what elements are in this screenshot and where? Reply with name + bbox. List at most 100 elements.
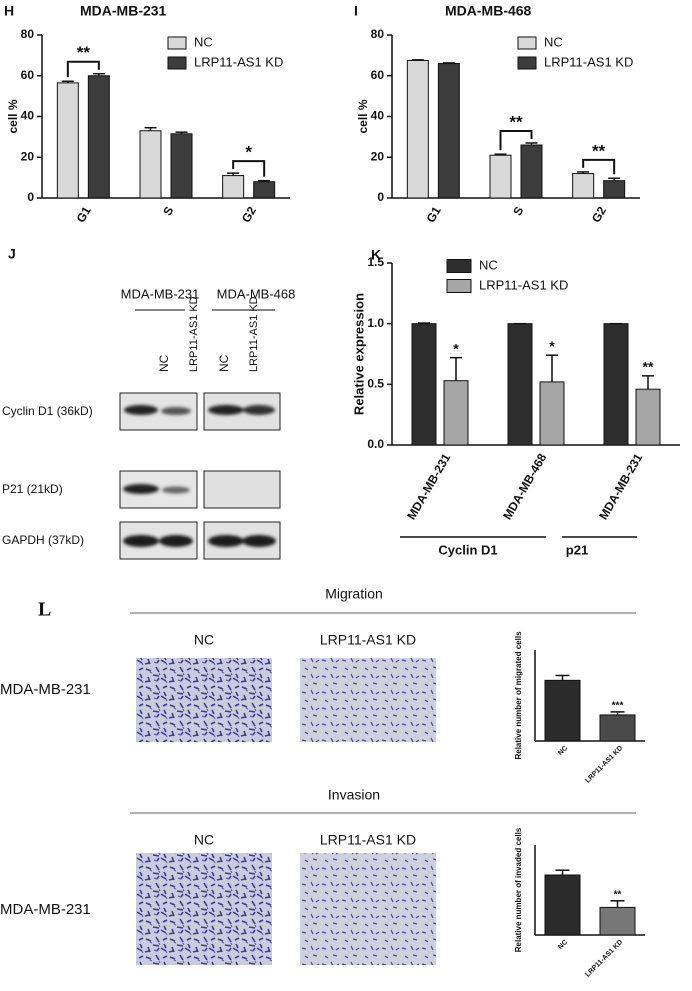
bar	[437, 63, 460, 199]
column-label: LRP11-AS1 KD	[320, 632, 416, 648]
micrograph	[300, 658, 436, 742]
panel-letter: J	[8, 246, 16, 262]
bar	[406, 59, 429, 199]
y-tick-label: 60	[21, 68, 35, 82]
bar	[520, 144, 543, 199]
y-tick-label: 20	[21, 149, 35, 163]
significance: **	[643, 359, 654, 375]
x-tick-label: LRP11-AS1 KD	[584, 939, 624, 979]
x-tick-label: S	[510, 204, 526, 218]
significance-bracket	[66, 60, 100, 78]
y-tick-label: 60	[371, 68, 385, 82]
significance: **	[77, 43, 91, 62]
chart-title: MDA-MB-231	[80, 3, 167, 19]
y-tick-label: 20	[371, 149, 385, 163]
bar	[222, 175, 245, 199]
x-tick-label: S	[160, 204, 176, 218]
bar	[170, 133, 193, 199]
significance: *	[549, 338, 555, 354]
bar	[489, 154, 512, 199]
significance: **	[614, 889, 622, 900]
bar	[539, 381, 565, 446]
bar	[139, 130, 162, 199]
section-title: Invasion	[328, 787, 380, 803]
bar	[599, 906, 636, 936]
panel-letter: K	[371, 247, 381, 263]
significance: ***	[612, 701, 624, 712]
significance: **	[592, 141, 606, 160]
x-tick-label: G1	[74, 204, 94, 225]
group-label: p21	[566, 542, 588, 557]
y-tick-label: 40	[371, 109, 385, 123]
lane-label: NC	[217, 354, 231, 372]
y-tick-label: 1.0	[367, 316, 384, 330]
legend-swatch	[167, 36, 187, 50]
significance-bracket	[232, 160, 266, 177]
bar	[443, 380, 469, 446]
legend-label: NC	[479, 257, 498, 272]
legend-label: LRP11-AS1 KD	[479, 277, 568, 292]
y-axis-label: Relative number of invaded cells	[514, 827, 523, 952]
cell-line: MDA-MB-231	[121, 286, 200, 301]
legend-label: NC	[544, 34, 563, 49]
protein-label: Cyclin D1 (36kD)	[2, 404, 93, 418]
row-label: MDA-MB-231	[0, 901, 91, 918]
panel-letter: H	[4, 3, 14, 19]
x-tick-label: LRP11-AS1 KD	[584, 745, 624, 785]
y-tick-label: 0	[27, 190, 34, 204]
cell-line: MDA-MB-468	[217, 286, 296, 301]
bar	[253, 181, 276, 199]
group-label: Cyclin D1	[438, 542, 497, 557]
bar	[635, 388, 661, 446]
significance-bracket	[582, 158, 616, 175]
column-label: LRP11-AS1 KD	[320, 832, 416, 848]
x-tick-label: G2	[239, 204, 259, 225]
significance: *	[245, 143, 252, 162]
legend-label: NC	[194, 34, 213, 49]
legend-swatch	[167, 56, 187, 70]
x-tick-label: MDA-MB-231	[404, 451, 453, 522]
y-axis-label: Relative expression	[351, 293, 366, 415]
chart-title: MDA-MB-468	[445, 3, 532, 19]
legend-swatch	[446, 279, 472, 293]
x-tick-label: G1	[424, 204, 444, 225]
legend-label: LRP11-AS1 KD	[194, 54, 283, 69]
legend-swatch	[446, 259, 472, 273]
significance-bracket	[499, 129, 533, 151]
y-axis-label: cell %	[356, 99, 370, 133]
column-label: NC	[194, 832, 214, 848]
legend-swatch	[517, 56, 537, 70]
bar	[507, 323, 533, 446]
x-tick-label: MDA-MB-231	[596, 451, 645, 522]
lane-label: LRP11-AS1 KD	[188, 296, 200, 372]
bar	[603, 323, 629, 446]
protein-label: P21 (21kD)	[2, 482, 63, 496]
column-label: NC	[194, 632, 214, 648]
lane-label: NC	[157, 354, 171, 372]
significance: *	[453, 340, 459, 356]
panel-letter: I	[354, 3, 358, 19]
significance: **	[509, 112, 523, 131]
bar	[572, 173, 595, 199]
y-axis-label: cell %	[6, 99, 20, 133]
section-title: Migration	[325, 586, 383, 602]
bar	[544, 874, 581, 936]
x-tick-label: NC	[557, 745, 569, 757]
blots	[119, 392, 281, 560]
y-axis-label: Relative number of migrated cells	[514, 631, 523, 760]
row-label: MDA-MB-231	[0, 681, 91, 698]
micrograph	[300, 853, 436, 965]
panel-letter: L	[38, 599, 51, 621]
micrograph	[136, 658, 272, 742]
x-tick-label: G2	[589, 204, 609, 225]
y-tick-label: 1.5	[367, 255, 384, 269]
bar	[544, 679, 581, 742]
bar	[56, 82, 79, 199]
legend-label: LRP11-AS1 KD	[544, 54, 633, 69]
y-tick-label: 0.0	[367, 437, 384, 451]
x-tick-label: MDA-MB-468	[500, 451, 549, 522]
bar	[599, 714, 636, 742]
y-tick-label: 80	[21, 27, 35, 41]
y-tick-label: 0	[377, 190, 384, 204]
